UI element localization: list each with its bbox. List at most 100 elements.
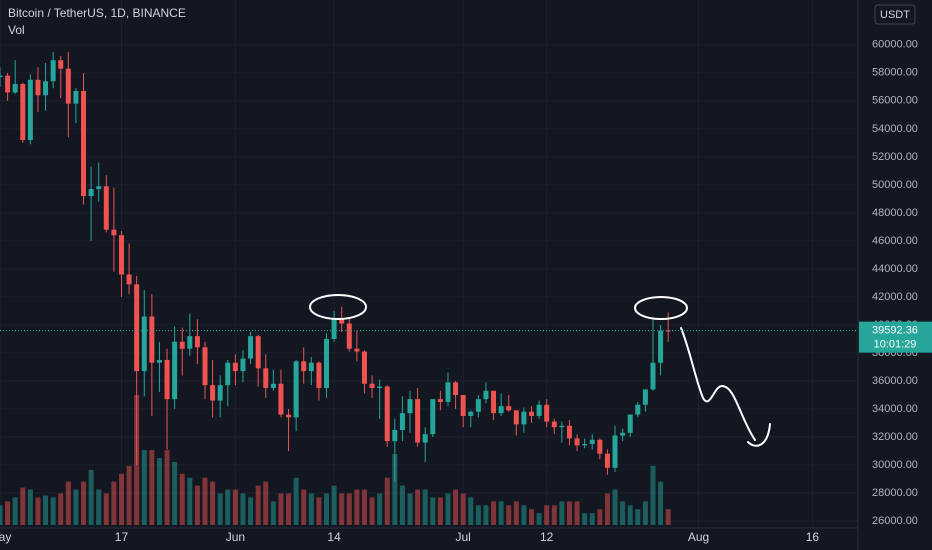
volume-bar: [642, 501, 648, 525]
candle-body: [172, 341, 178, 400]
y-tick-label: 34000.00: [872, 403, 918, 415]
candle-body: [529, 411, 535, 416]
candle-body: [627, 414, 633, 433]
candle-body: [35, 79, 41, 96]
hand-ellipse: [309, 294, 367, 320]
candle-body: [134, 284, 140, 372]
candle-body: [286, 414, 292, 418]
candle-body: [589, 439, 595, 444]
y-tick-label: 42000.00: [872, 291, 918, 303]
candle-body: [369, 383, 375, 388]
volume-bar: [559, 501, 565, 525]
candle-body: [422, 434, 428, 443]
volume-bar: [468, 497, 474, 525]
candle-body: [642, 389, 648, 405]
volume-bar: [346, 493, 352, 525]
y-tick-label: 52000.00: [872, 151, 918, 163]
candle-body: [491, 390, 497, 414]
volume-bar: [574, 501, 580, 525]
candle-body: [149, 316, 155, 363]
candle-body: [187, 336, 193, 349]
volume-bar: [141, 450, 147, 525]
volume-bar: [5, 501, 11, 525]
x-tick-label: 14: [327, 530, 341, 544]
volume-bar: [361, 489, 367, 525]
volume-bar: [103, 493, 109, 525]
currency-box[interactable]: [874, 4, 916, 25]
candle-body: [232, 362, 238, 372]
candle-body: [521, 411, 527, 425]
volume-bar: [513, 501, 519, 525]
volume-bar: [308, 493, 314, 525]
volume-bar: [172, 461, 178, 525]
candle-body: [468, 411, 474, 416]
candle-body: [574, 438, 580, 446]
candle-body: [665, 330, 671, 332]
volume-bar: [65, 481, 71, 525]
candle-body: [81, 91, 87, 197]
candle-body: [566, 425, 572, 439]
candle-body: [263, 368, 269, 388]
candle-body: [430, 399, 436, 435]
volume-bar: [12, 497, 18, 525]
volume-bar: [81, 481, 87, 525]
volume-bar: [58, 493, 64, 525]
volume-bar: [278, 493, 284, 525]
volume-bar: [202, 477, 208, 525]
chart-title: Bitcoin / TetherUS, 1D, BINANCE: [8, 6, 186, 20]
volume-bar: [529, 509, 535, 525]
x-tick-label: Aug: [688, 530, 709, 544]
x-tick-label: 16: [806, 530, 820, 544]
volume-bar: [665, 509, 671, 525]
candle-body: [544, 404, 550, 422]
volume-bar: [650, 465, 656, 525]
price-label: 39592.36 10:01:29: [0, 321, 932, 353]
candle-body: [437, 399, 443, 402]
candle-body: [301, 361, 307, 372]
candle-body: [323, 338, 329, 388]
volume-bar: [604, 493, 610, 525]
volume-bar: [339, 493, 345, 525]
volume-bar: [551, 505, 557, 525]
volume-label: Vol: [8, 23, 25, 37]
volume-bar: [589, 513, 595, 525]
candle-body: [506, 406, 512, 411]
volume-bar: [430, 497, 436, 525]
volume-bar: [377, 493, 383, 525]
volume-bar: [164, 450, 170, 525]
volume-bar: [187, 477, 193, 525]
candle-body: [58, 60, 64, 69]
candle-body: [202, 347, 208, 386]
candle-body: [156, 359, 162, 363]
volume-bar: [521, 505, 527, 525]
candle-body: [339, 317, 345, 324]
candle-body: [27, 79, 33, 141]
candle-body: [346, 323, 352, 349]
volume-bar: [612, 489, 618, 525]
volume-bar: [620, 501, 626, 525]
volume-bar: [0, 505, 3, 525]
volume-bar: [437, 497, 443, 525]
candle-body: [399, 413, 405, 430]
candle-body: [0, 75, 3, 78]
volume-bar: [232, 489, 238, 525]
candle-body: [43, 81, 49, 96]
y-tick-label: 48000.00: [872, 207, 918, 219]
volume-bar: [263, 481, 269, 525]
volume-bar: [566, 501, 572, 525]
volume-bar: [384, 477, 390, 525]
candle-body: [12, 84, 18, 93]
volume-bar: [149, 450, 155, 525]
candle-body: [179, 341, 185, 349]
hand-arrow: [680, 327, 756, 441]
candle-body: [194, 336, 200, 348]
candle-body: [118, 235, 124, 275]
candle-body: [620, 432, 626, 436]
volume-bar: [179, 473, 185, 525]
candle-body: [635, 404, 641, 415]
currency-label: USDT: [880, 9, 910, 21]
last-price-box: [859, 321, 932, 353]
candle-body: [164, 359, 170, 400]
